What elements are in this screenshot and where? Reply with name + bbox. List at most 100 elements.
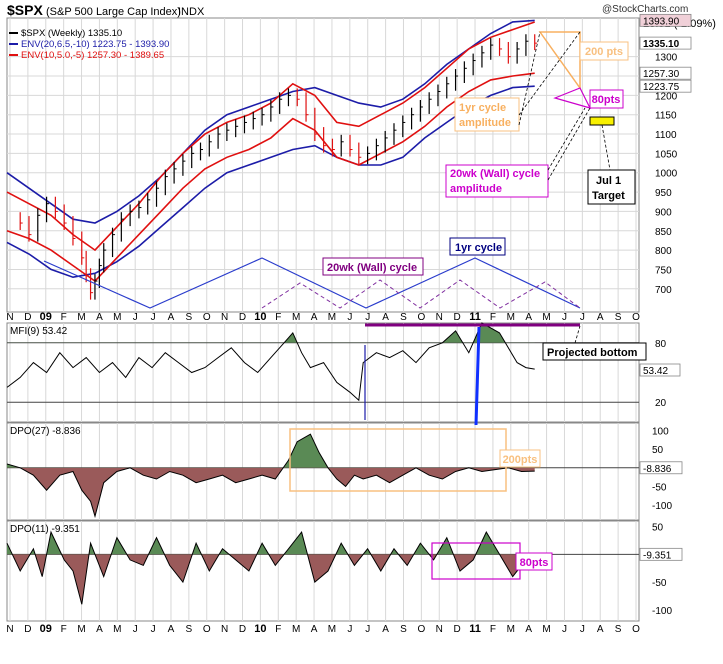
- x-tick-label-bottom: M: [328, 624, 336, 635]
- ticker-symbol: $SPX: [7, 2, 43, 18]
- dpo11-y-tick: 50: [652, 523, 664, 534]
- watermark: @StockCharts.com: [602, 4, 688, 15]
- x-tick-label: D: [24, 312, 31, 323]
- x-tick-label-bottom: N: [6, 624, 13, 635]
- x-tick-label: A: [382, 312, 389, 323]
- price-y-tick: 1300: [655, 53, 678, 64]
- annot-projected-bottom: Projected bottom: [547, 347, 638, 359]
- x-tick-label: A: [597, 312, 604, 323]
- price-y-tick: 1100: [655, 130, 677, 141]
- annot-200pts: 200 pts: [585, 46, 623, 58]
- price-y-tick: 850: [655, 227, 672, 238]
- x-tick-label-bottom: D: [454, 624, 461, 635]
- exchange-label: INDX: [178, 6, 205, 18]
- x-tick-label: J: [347, 312, 352, 323]
- x-tick-label: D: [454, 312, 461, 323]
- annot-20wk-amp-l1: 20wk (Wall) cycle: [450, 168, 540, 180]
- annot-20wk-cycle: 20wk (Wall) cycle: [327, 262, 417, 274]
- x-tick-label-bottom: J: [347, 624, 352, 635]
- mfi-panel-frame: [6, 322, 640, 423]
- dpo11-negative-fill: [12, 554, 535, 605]
- x-tick-label: M: [328, 312, 336, 323]
- dpo27-y-tick: -50: [652, 482, 667, 493]
- index-name: (S&P 500 Large Cap Index): [46, 6, 181, 18]
- dpo27-value: -8.836: [643, 464, 672, 475]
- dpo11-positive-fill: [7, 532, 535, 555]
- box-80pts: [589, 89, 624, 109]
- x-tick-label: A: [96, 312, 103, 323]
- x-tick-label-bottom: 11: [469, 623, 481, 635]
- x-tick-label: A: [168, 312, 175, 323]
- callout-leader: [601, 124, 611, 171]
- x-tick-label-bottom: S: [400, 624, 407, 635]
- callout-leader: [518, 31, 541, 126]
- x-tick-label-bottom: F: [61, 624, 67, 635]
- twenty-week-cycle-line: [261, 279, 581, 309]
- x-tick-label: F: [490, 312, 496, 323]
- x-tick-label-bottom: M: [292, 624, 300, 635]
- x-tick-label: 11: [469, 311, 481, 323]
- x-tick-label-bottom: N: [221, 624, 228, 635]
- x-tick-label: A: [311, 312, 318, 323]
- x-tick-label: A: [525, 312, 532, 323]
- x-tick-label-bottom: 10: [254, 623, 266, 635]
- mfi-y-tick: 80: [655, 339, 667, 350]
- dpo27-label: DPO(27) -8.836: [10, 426, 81, 437]
- x-tick-label: O: [203, 312, 211, 323]
- x-tick-label-bottom: O: [632, 624, 640, 635]
- dpo11-y-tick: -100: [652, 606, 672, 617]
- x-tick-label: 09: [40, 311, 52, 323]
- x-tick-label: O: [417, 312, 425, 323]
- box-1yr-amp: [454, 97, 520, 132]
- annot-jul-target-l1: Jul 1: [596, 175, 621, 187]
- box-20wk-cycle: [322, 257, 424, 276]
- x-tick-label-bottom: A: [597, 624, 604, 635]
- x-tick-label-bottom: D: [239, 624, 246, 635]
- price-y-tick: 1000: [655, 169, 678, 180]
- annot-1yr-cycle: 1yr cycle: [455, 242, 502, 254]
- x-tick-label: M: [507, 312, 515, 323]
- x-tick-label-bottom: A: [382, 624, 389, 635]
- x-tick-label-bottom: A: [311, 624, 318, 635]
- price-badge-text: 1257.30: [643, 69, 680, 80]
- dpo11-y-tick: -50: [652, 578, 667, 589]
- annot-1yr-amp-l1: 1yr cycle: [459, 102, 506, 114]
- x-tick-label-bottom: J: [365, 624, 370, 635]
- x-tick-label-bottom: F: [275, 624, 281, 635]
- x-tick-label: N: [221, 312, 228, 323]
- x-tick-label: M: [292, 312, 300, 323]
- x-tick-label: N: [436, 312, 443, 323]
- x-tick-label: O: [632, 312, 640, 323]
- price-badge: [639, 13, 692, 27]
- x-tick-label: J: [580, 312, 585, 323]
- one-year-cycle-line: [43, 257, 581, 309]
- box-200pts: [579, 41, 629, 61]
- price-y-tick: 1200: [655, 91, 678, 102]
- x-tick-label: N: [6, 312, 13, 323]
- dpo27-y-tick: 100: [652, 426, 669, 437]
- x-tick-label-bottom: A: [168, 624, 175, 635]
- x-tick-label: M: [113, 312, 121, 323]
- annot-jul-target-l2: Target: [592, 190, 625, 202]
- x-tick-label-bottom: J: [151, 624, 156, 635]
- annot-dpo11-80pts: 80pts: [520, 557, 549, 569]
- x-tick-label-bottom: D: [24, 624, 31, 635]
- mfi-label: MFI(9) 53.42: [10, 326, 68, 337]
- price-badge-text: 1393.90: [643, 16, 680, 27]
- x-tick-label: D: [239, 312, 246, 323]
- x-tick-label-bottom: S: [615, 624, 622, 635]
- x-tick-label-bottom: S: [186, 624, 193, 635]
- legend-entry: ENV(20,6.5,-10) 1223.75 - 1393.90: [21, 39, 169, 50]
- price-y-tick: 1050: [655, 149, 678, 160]
- x-tick-label: M: [542, 312, 550, 323]
- x-tick-label-bottom: J: [580, 624, 585, 635]
- x-tick-label: S: [615, 312, 622, 323]
- x-tick-label: F: [61, 312, 67, 323]
- dpo11-value: -9.351: [643, 550, 672, 561]
- dpo11-line: [6, 530, 535, 605]
- mfi-overbought-fill: [284, 323, 506, 343]
- x-tick-label-bottom: M: [507, 624, 515, 635]
- price-y-tick: 750: [655, 265, 672, 276]
